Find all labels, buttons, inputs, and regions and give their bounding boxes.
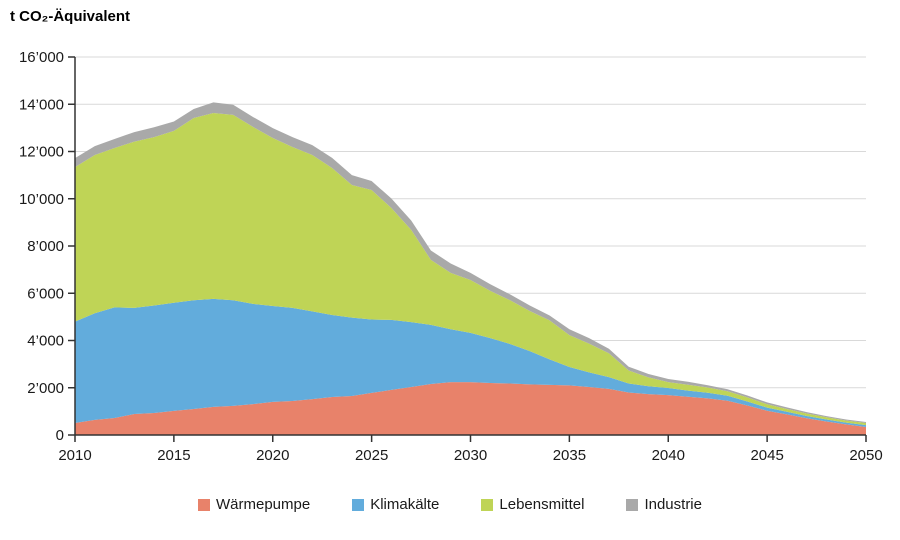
x-tick-label: 2040 (652, 447, 685, 464)
stacked-area-chart: 0 2’000 4’000 6’000 8’000 10’000 12’000 14’000 1… (19, 49, 883, 464)
y-tick-label: 16’000 (19, 49, 64, 66)
y-tick-label: 0 (56, 427, 64, 444)
y-tick-label: 12’000 (19, 144, 64, 161)
legend-label-lebensmittel: Lebensmittel (499, 496, 585, 513)
y-tick-label: 6’000 (27, 285, 64, 302)
legend-item-industrie: Industrie (626, 496, 702, 513)
area-waermepumpe (75, 382, 866, 435)
legend-item-waermepumpe: Wärmepumpe (197, 496, 311, 513)
legend-swatch-klimakaelte (352, 498, 365, 511)
legend-item-lebensmittel: Lebensmittel (481, 496, 584, 513)
legend-label-industrie: Industrie (644, 496, 702, 513)
area-industrie (75, 102, 866, 424)
x-tick-label: 2015 (157, 447, 190, 464)
chart-legend: Wärmepumpe Klimakälte Lebensmittel Industri… (0, 496, 900, 513)
chart-title: t CO₂-Äquivalent (10, 8, 130, 25)
x-tick-label: 2045 (750, 447, 783, 464)
legend-label-waermepumpe: Wärmepumpe (215, 496, 311, 513)
legend-item-klimakaelte: Klimakälte (352, 496, 439, 513)
area-klimakaelte (75, 298, 866, 427)
x-tick-label: 2050 (849, 447, 882, 464)
x-tick-label: 2030 (454, 447, 487, 464)
y-tick-label: 4’000 (27, 333, 64, 350)
y-tick-label: 2’000 (27, 380, 64, 397)
legend-swatch-waermepumpe (197, 498, 210, 511)
y-tick-label: 10’000 (19, 191, 64, 208)
x-tick-label: 2025 (355, 447, 388, 464)
x-tick-label: 2020 (256, 447, 289, 464)
legend-label-klimakaelte: Klimakälte (370, 496, 440, 513)
y-tick-label: 8’000 (27, 238, 64, 255)
axes: 0 2’000 4’000 6’000 8’000 10’000 12’000 14’000 1… (19, 49, 883, 464)
area-lebensmittel (75, 113, 866, 426)
x-tick-label: 2035 (553, 447, 586, 464)
legend-swatch-industrie (626, 498, 639, 511)
y-tick-label: 14’000 (19, 96, 64, 113)
x-tick-label: 2010 (58, 447, 91, 464)
legend-swatch-lebensmittel (481, 498, 494, 511)
areas (75, 102, 866, 435)
